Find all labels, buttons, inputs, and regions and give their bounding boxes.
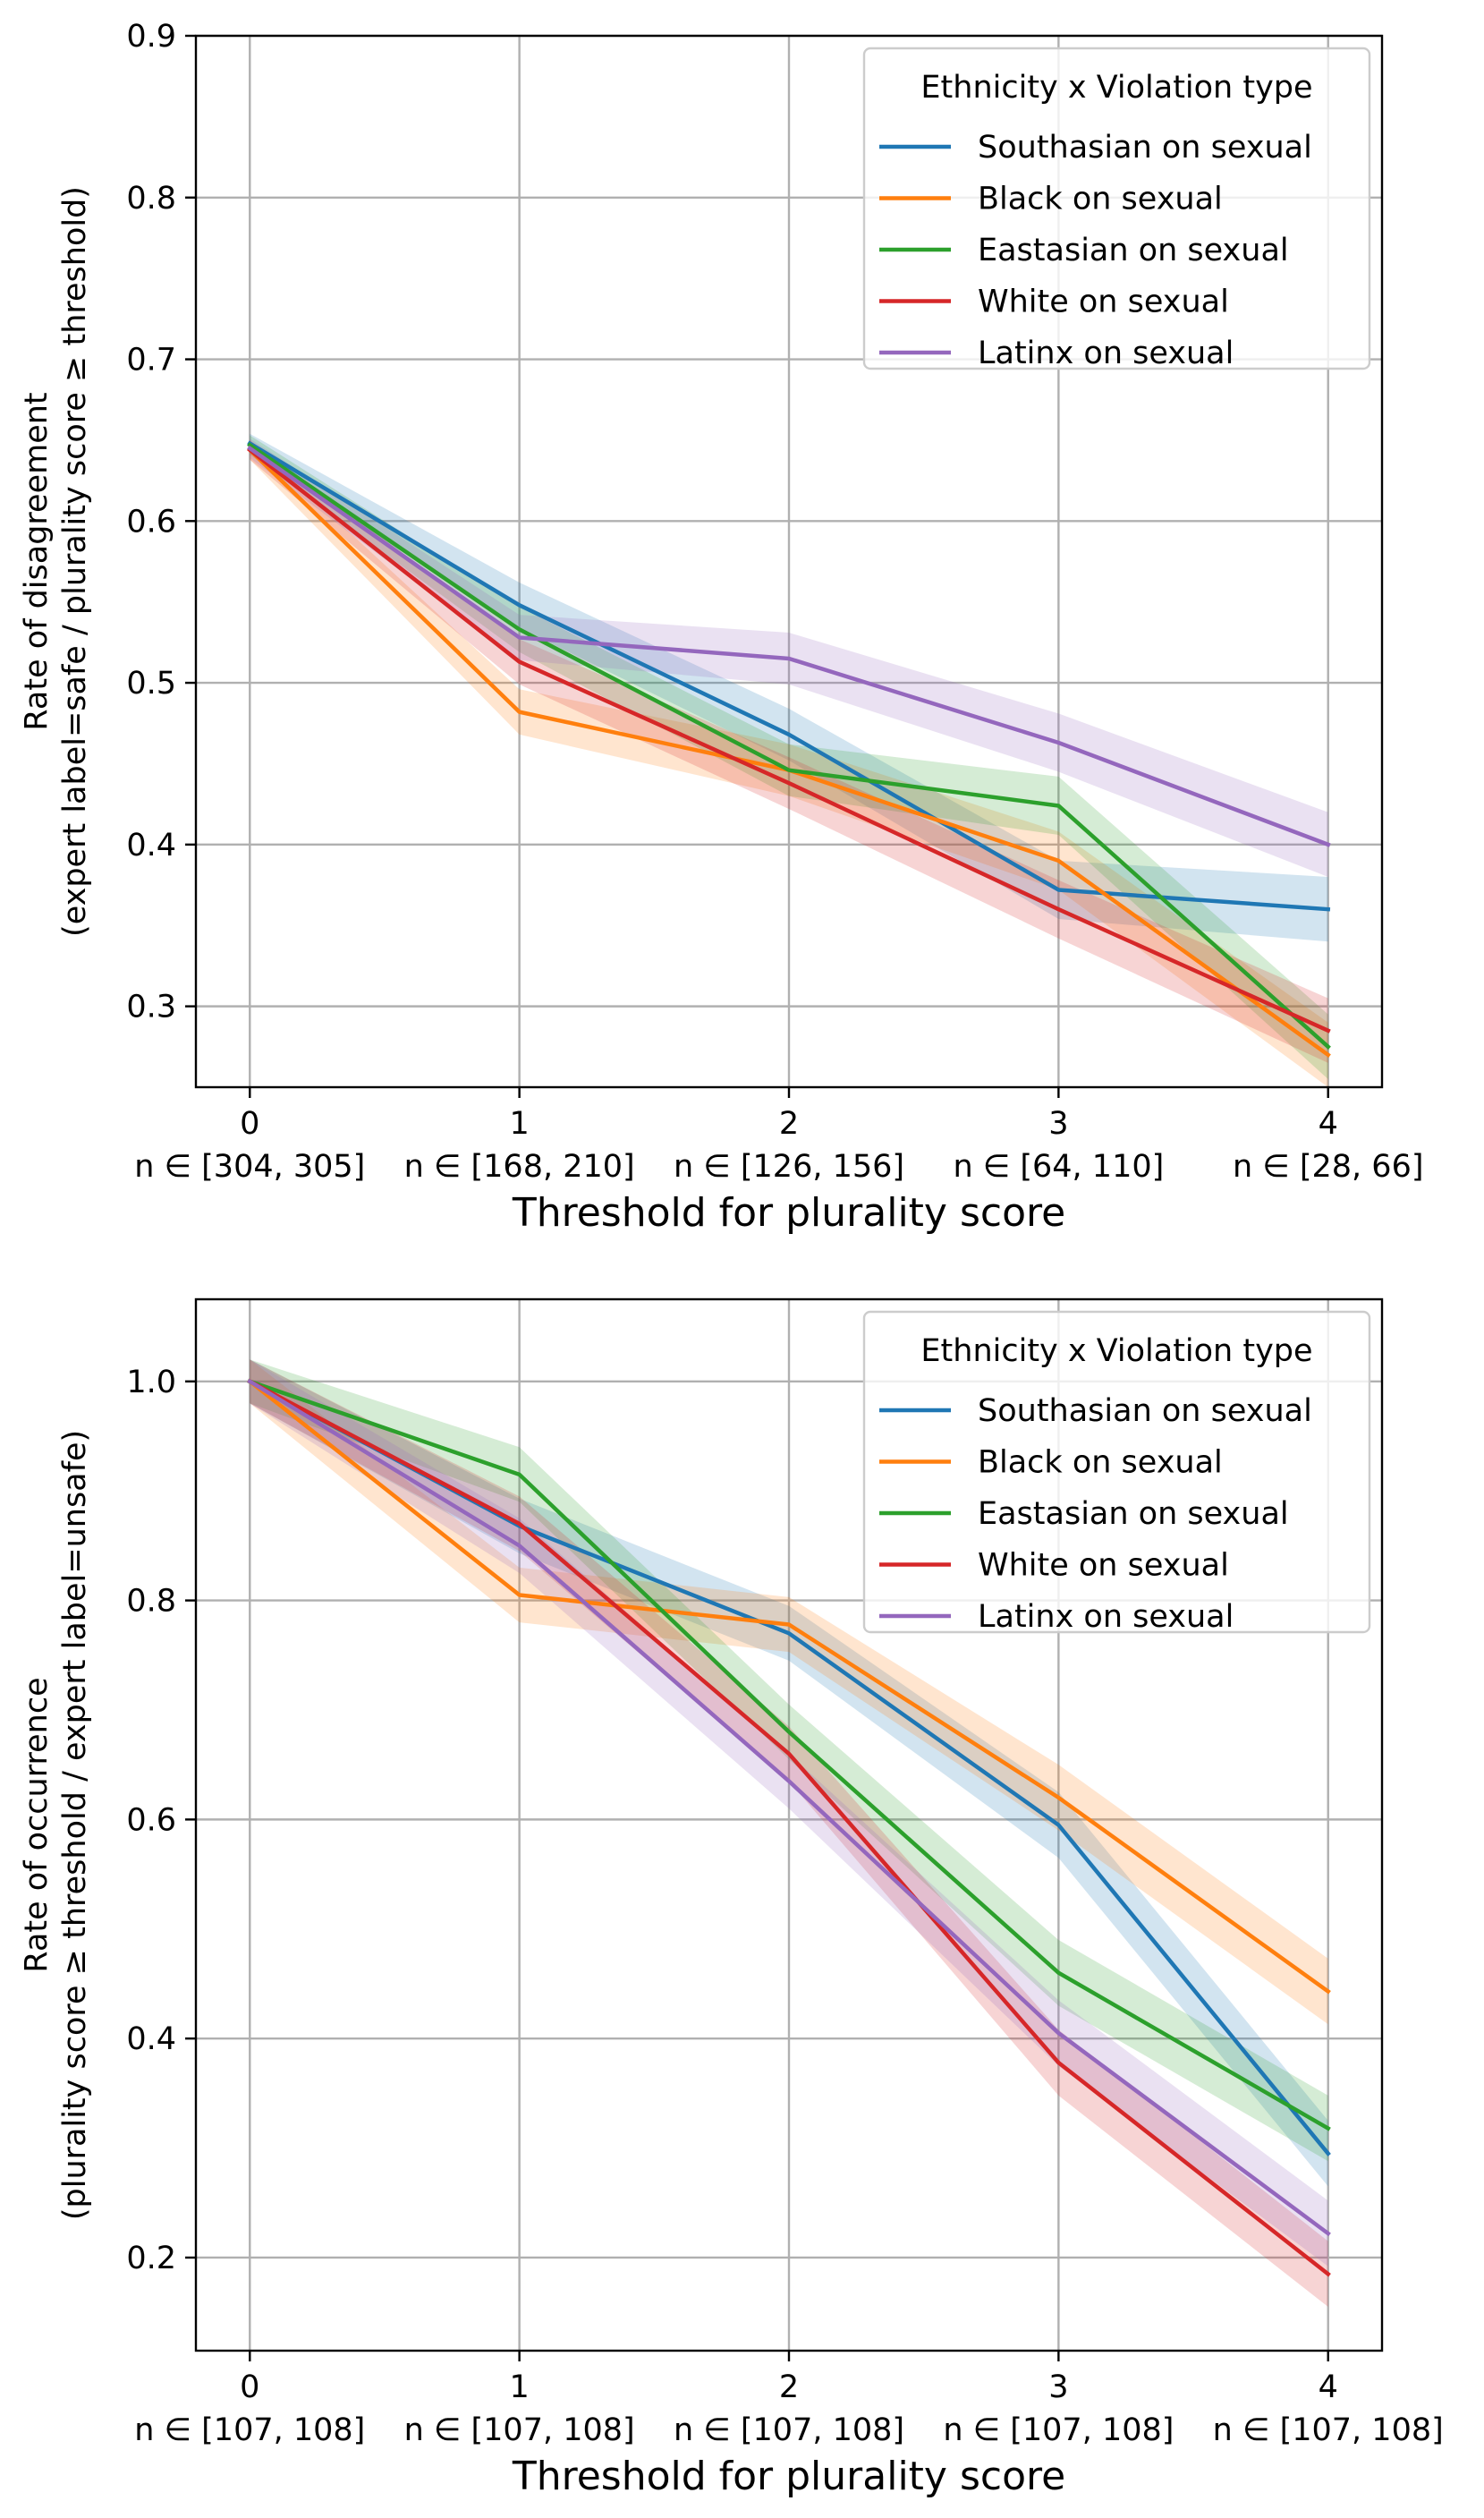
legend-entry: Black on sexual (978, 1445, 1223, 1481)
x-tick-label: 2 (779, 1106, 799, 1142)
legend-entry: Eastasian on sexual (978, 1496, 1289, 1532)
series-line-white (247, 1378, 1331, 2277)
y-axis-label: Rate of occurrence (19, 1677, 55, 1972)
series-band-white (250, 1359, 1328, 2308)
x-tick-label: 2 (779, 2369, 799, 2405)
series-line-white (247, 447, 1331, 1034)
series-band-eastasian (250, 435, 1328, 1079)
legend-entry: Southasian on sexual (978, 1393, 1312, 1429)
y-axis-label: Rate of disagreement (19, 392, 55, 730)
legend-entry: Southasian on sexual (978, 130, 1312, 166)
series-band-southasian (250, 1359, 1328, 2187)
y-tick-label: 0.9 (126, 19, 176, 55)
legend: Ethnicity x Violation type Southasian on … (862, 1310, 1371, 1635)
legend-entry: Latinx on sexual (978, 336, 1234, 371)
y-axis-label-sub: (plurality score ≥ threshold / expert la… (57, 1430, 93, 2220)
x-tick-label: 0 (240, 1106, 259, 1142)
legend-entry: Black on sexual (978, 182, 1223, 217)
x-tick-label: 3 (1048, 1106, 1068, 1142)
legend-title: Ethnicity x Violation type (920, 1333, 1312, 1369)
x-n-label: n ∈ [304, 305] (134, 1149, 365, 1185)
y-tick-label: 0.6 (126, 504, 176, 540)
y-tick-label: 0.5 (126, 666, 176, 702)
x-tick-label: 0 (240, 2369, 259, 2405)
series-line-latinx (247, 445, 1331, 847)
x-tick-label: 3 (1048, 2369, 1068, 2405)
y-tick-label: 0.8 (126, 181, 176, 217)
y-tick-label: 0.6 (126, 1802, 176, 1838)
series-line-southasian (247, 440, 1331, 912)
series-line-black (247, 1378, 1331, 1995)
x-n-label: n ∈ [107, 108] (134, 2412, 365, 2448)
legend-box (862, 1310, 1371, 1634)
chart-2: 0 n ∈ [107, 108] 1 n ∈ [107, 108] 2 n ∈ [107,… (19, 1297, 1444, 2499)
x-axis-label: Threshold for plurality score (512, 2454, 1065, 2499)
y-tick-label: 0.2 (126, 2241, 176, 2276)
x-n-label: n ∈ [107, 108] (674, 2412, 904, 2448)
series-band-latinx (250, 1359, 1328, 2267)
y-tick-label: 0.4 (126, 2021, 176, 2057)
legend-entry: Latinx on sexual (978, 1599, 1234, 1635)
x-tick-label: 4 (1319, 1106, 1338, 1142)
x-n-label: n ∈ [107, 108] (1213, 2412, 1444, 2448)
x-tick-label: 1 (509, 1106, 529, 1142)
x-n-label: n ∈ [28, 66] (1233, 1149, 1424, 1185)
legend: Ethnicity x Violation type Southasian on … (862, 47, 1371, 371)
chart-1: 0 n ∈ [304, 305] 1 n ∈ [168, 210] 2 n ∈ [126,… (19, 19, 1424, 1236)
y-axis-label-sub: (expert label=safe / plurality score ≥ t… (57, 186, 93, 937)
x-n-label: n ∈ [107, 108] (404, 2412, 635, 2448)
legend-entry: White on sexual (978, 1548, 1229, 1584)
x-axis-label: Threshold for plurality score (512, 1190, 1065, 1236)
x-n-label: n ∈ [107, 108] (943, 2412, 1174, 2448)
series-line-eastasian (247, 1378, 1331, 2131)
series-line-eastasian (247, 442, 1331, 1050)
y-tick-label: 0.7 (126, 343, 176, 379)
y-tick-label: 1.0 (126, 1365, 176, 1400)
series-line-latinx (247, 1378, 1331, 2237)
series-band-eastasian (250, 1359, 1328, 2162)
y-tick-label: 0.4 (126, 828, 176, 863)
legend-entry: Eastasian on sexual (978, 233, 1289, 268)
x-tick-label: 4 (1319, 2369, 1338, 2405)
x-n-label: n ∈ [64, 110] (953, 1149, 1164, 1185)
x-n-label: n ∈ [126, 156] (674, 1149, 904, 1185)
series-band-southasian (250, 433, 1328, 942)
legend-box (862, 47, 1371, 370)
series-band-black (250, 439, 1328, 1087)
y-tick-label: 0.8 (126, 1584, 176, 1620)
legend-title: Ethnicity x Violation type (920, 70, 1312, 106)
legend-entry: White on sexual (978, 285, 1229, 320)
x-n-label: n ∈ [168, 210] (404, 1149, 635, 1185)
x-tick-label: 1 (509, 2369, 529, 2405)
y-tick-label: 0.3 (126, 990, 176, 1025)
